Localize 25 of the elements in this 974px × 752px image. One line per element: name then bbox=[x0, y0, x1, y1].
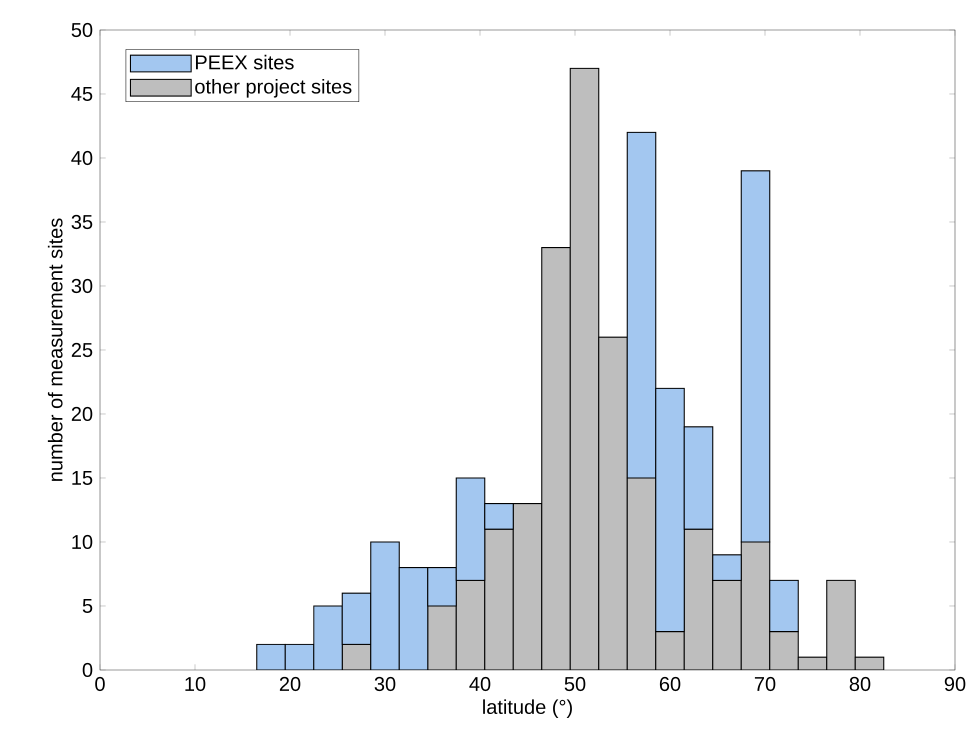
y-axis-title: number of measurement sites bbox=[48, 218, 63, 481]
x-tick-label: 60 bbox=[660, 676, 680, 692]
y-tick-label: 15 bbox=[72, 471, 92, 485]
x-tick-label: 40 bbox=[469, 676, 490, 692]
legend-label: other project sites bbox=[195, 78, 352, 98]
y-tick-label: 0 bbox=[82, 662, 92, 678]
y-tick-label: 20 bbox=[72, 406, 92, 422]
y-tick-label: 5 bbox=[82, 599, 92, 613]
x-tick-label: 70 bbox=[754, 676, 776, 692]
legend-label: PEEX sites bbox=[196, 54, 294, 70]
y-tick-label: 35 bbox=[72, 214, 92, 230]
x-tick-label: 30 bbox=[374, 676, 396, 692]
x-tick-label: 10 bbox=[185, 676, 206, 692]
x-tick-label: 0 bbox=[95, 676, 105, 692]
y-tick-label: 10 bbox=[72, 534, 92, 550]
x-tick-label: 80 bbox=[850, 676, 870, 692]
y-tick-label: 30 bbox=[72, 278, 92, 294]
x-tick-label: 90 bbox=[944, 676, 966, 692]
x-tick-label: 50 bbox=[564, 676, 586, 692]
y-tick-label: 25 bbox=[72, 342, 92, 358]
y-tick-label: 50 bbox=[72, 22, 92, 38]
x-tick-label: 20 bbox=[280, 676, 300, 692]
x-axis-title: latitude (°) bbox=[483, 699, 572, 718]
y-tick-label: 45 bbox=[71, 87, 92, 101]
y-tick-label: 40 bbox=[71, 150, 92, 166]
